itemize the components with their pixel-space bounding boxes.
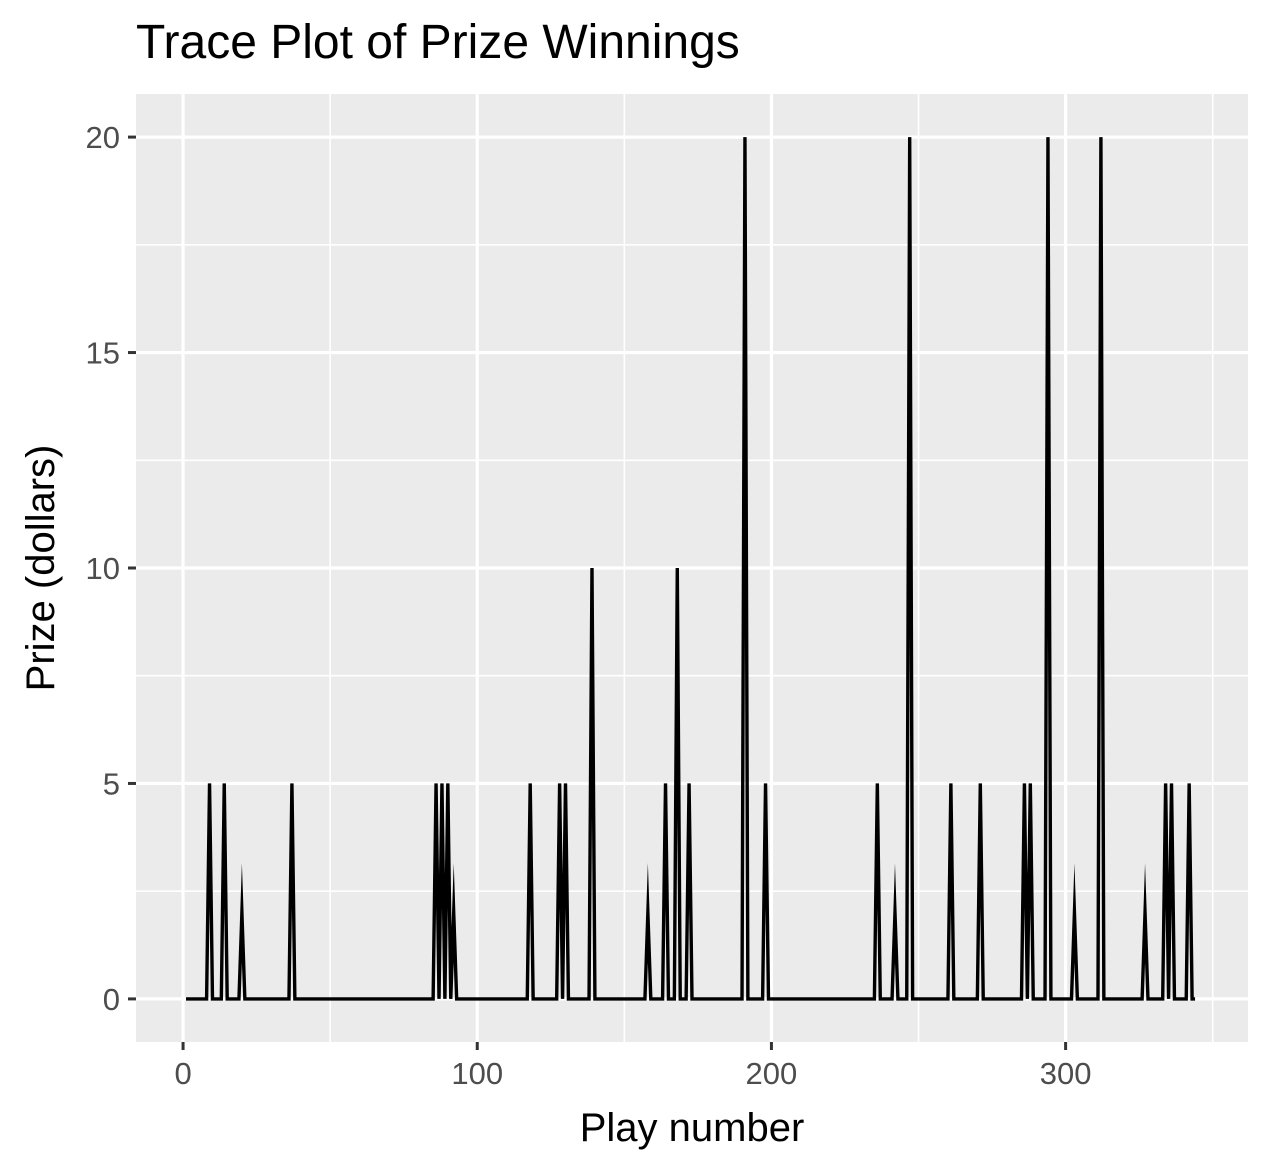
y-tick-label: 5 [103, 766, 120, 801]
y-tick-label: 15 [86, 336, 120, 371]
major-gridlines [136, 94, 1248, 1042]
series-line [186, 137, 1196, 1001]
series-layer [186, 137, 1196, 1001]
y-axis-title: Prize (dollars) [19, 445, 63, 692]
y-tick-label: 20 [86, 120, 120, 155]
x-tick-label: 300 [1040, 1056, 1092, 1091]
x-axis-title: Play number [580, 1106, 805, 1150]
chart-title: Trace Plot of Prize Winnings [136, 16, 740, 69]
x-tick-label: 0 [174, 1056, 191, 1091]
y-tick-label: 0 [103, 982, 120, 1017]
x-tick-label: 100 [451, 1056, 503, 1091]
x-tick-label: 200 [746, 1056, 798, 1091]
axis-ticks: 0 100 200 300 0 5 10 15 20 [86, 120, 1092, 1091]
y-tick-label: 10 [86, 551, 120, 586]
